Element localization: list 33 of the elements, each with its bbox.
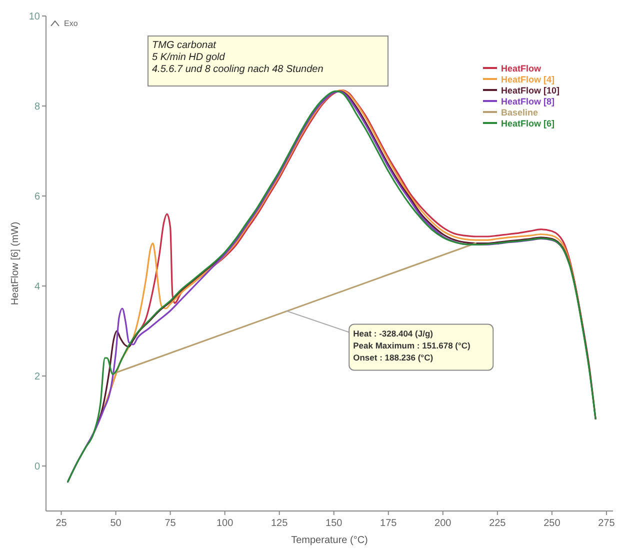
annotation: 4.5.6.7 und 8 cooling nach 48 Stunden xyxy=(152,64,324,75)
annotation: Peak Maximum : 151.678 (°C) xyxy=(353,340,471,350)
y-axis-title: HeatFlow [6] (mW) xyxy=(10,222,21,306)
x-tick-label: 100 xyxy=(216,518,234,529)
annotation: Onset : 188.236 (°C) xyxy=(353,352,434,362)
y-tick-label: 6 xyxy=(34,192,40,202)
annotation: Heat : -328.404 (J/g) xyxy=(353,328,434,338)
x-tick-label: 25 xyxy=(56,518,68,529)
legend-label: HeatFlow [8] xyxy=(501,96,555,106)
x-tick-label: 200 xyxy=(434,518,452,529)
legend-label: HeatFlow [6] xyxy=(501,118,555,128)
legend-label: HeatFlow xyxy=(501,64,542,74)
y-tick-label: 4 xyxy=(34,282,40,292)
y-tick-label: 2 xyxy=(34,372,40,382)
legend-label: HeatFlow [10] xyxy=(501,86,560,96)
legend-label: Baseline xyxy=(501,108,538,118)
x-tick-label: 175 xyxy=(380,518,398,529)
note-box: TMG carbonat 5 K/min HD gold 4.5.6.7 und 8 cooling nach 48 Stunden xyxy=(148,36,388,86)
x-tick-label: 225 xyxy=(489,518,506,529)
annotation: 5 K/min HD gold xyxy=(152,52,226,63)
x-tick-label: 275 xyxy=(598,518,616,529)
annotation: Exo xyxy=(64,19,78,28)
annotation: TMG carbonat xyxy=(152,40,218,51)
x-tick-label: 150 xyxy=(326,518,343,529)
x-axis-title: Temperature (°C) xyxy=(291,535,368,546)
x-tick-label: 125 xyxy=(271,518,288,529)
legend-label: HeatFlow [4] xyxy=(501,74,555,84)
y-tick-label: 10 xyxy=(28,12,40,22)
y-tick-label: 8 xyxy=(34,102,40,112)
x-tick-label: 50 xyxy=(110,518,122,529)
x-tick-label: 250 xyxy=(544,518,561,529)
y-tick-label: 0 xyxy=(34,462,40,472)
x-tick-label: 75 xyxy=(164,518,176,529)
